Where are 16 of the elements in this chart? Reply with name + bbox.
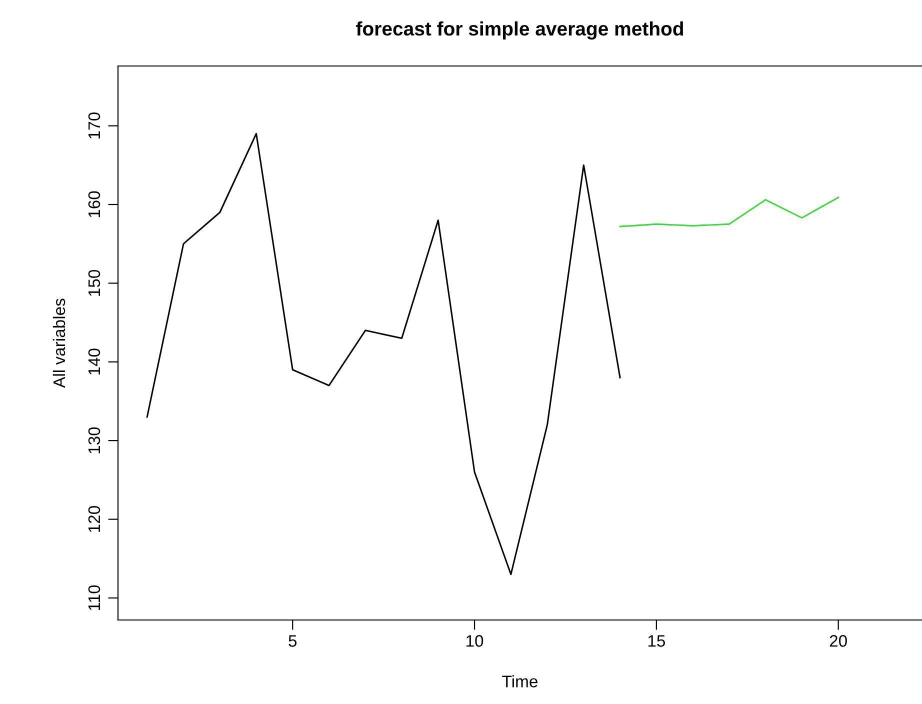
- y-axis-title: All variables: [52, 298, 66, 388]
- y-tick-label: 170: [88, 112, 100, 138]
- x-axis-title: Time: [502, 675, 538, 688]
- line-series: [619, 196, 840, 228]
- y-tick-label: 120: [88, 506, 100, 532]
- y-tick-label: 150: [88, 270, 100, 296]
- line-series: [146, 132, 621, 576]
- y-tick-label: 110: [88, 585, 100, 610]
- x-tick-label: 5: [288, 635, 297, 647]
- y-tick-label: 130: [88, 427, 100, 454]
- chart-title: forecast for simple average method: [356, 21, 683, 40]
- x-tick-label: 20: [830, 635, 847, 647]
- x-tick-label: 10: [466, 635, 484, 647]
- x-tick-label: 15: [648, 635, 665, 647]
- y-tick-label: 160: [88, 191, 100, 218]
- y-tick-label: 140: [88, 348, 100, 375]
